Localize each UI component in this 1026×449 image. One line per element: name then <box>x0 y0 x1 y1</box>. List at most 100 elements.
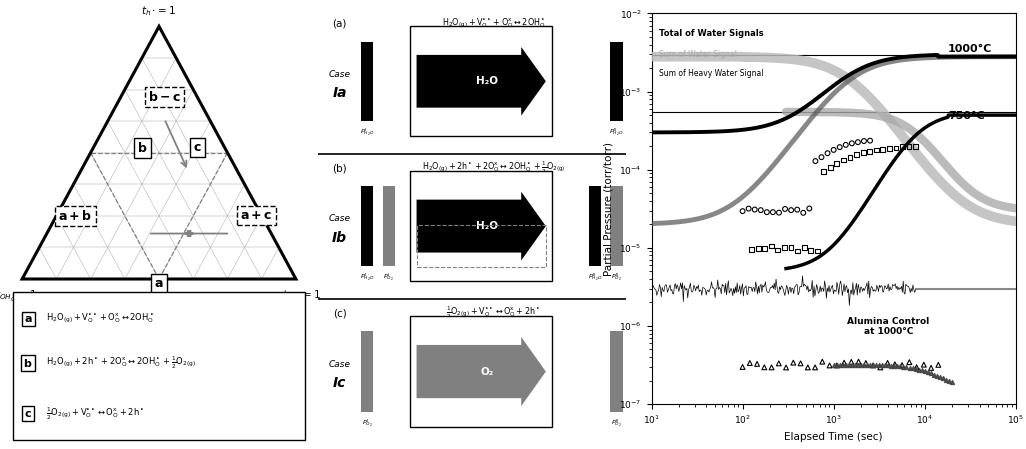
Point <box>771 360 787 367</box>
Text: $h^\bullet$: $h^\bullet$ <box>426 252 435 260</box>
Point <box>886 362 903 370</box>
Point <box>894 361 910 369</box>
FancyArrow shape <box>417 192 546 260</box>
Point <box>741 205 757 212</box>
Point <box>935 375 951 382</box>
Text: $OH_O^\bullet \rightarrow$: $OH_O^\bullet \rightarrow$ <box>423 179 445 189</box>
Point <box>899 364 915 371</box>
Point <box>822 163 838 171</box>
Text: $t_{h^\bullet}=1$: $t_{h^\bullet}=1$ <box>142 4 176 18</box>
Text: Alumina Control
at 1000°C: Alumina Control at 1000°C <box>847 317 930 336</box>
FancyArrow shape <box>417 47 546 115</box>
Point <box>868 146 884 154</box>
Text: Sum of Heavy Water Signal: Sum of Heavy Water Signal <box>659 69 763 78</box>
Point <box>910 366 926 373</box>
Text: $P^{\rm I}_{H_2O}$: $P^{\rm I}_{H_2O}$ <box>360 272 374 283</box>
Point <box>862 137 878 144</box>
Point <box>837 361 854 368</box>
Point <box>850 139 866 146</box>
Point <box>907 143 923 150</box>
Point <box>836 359 853 366</box>
Point <box>901 364 917 371</box>
Point <box>799 364 816 371</box>
Point <box>783 207 799 214</box>
Text: Ic: Ic <box>332 376 347 390</box>
Point <box>820 150 836 157</box>
Bar <box>410 171 552 281</box>
X-axis label: Elapsed Time (sec): Elapsed Time (sec) <box>784 432 883 442</box>
Text: Sum of Water Signal: Sum of Water Signal <box>659 50 737 59</box>
Point <box>785 359 801 366</box>
Point <box>883 362 900 369</box>
Text: 750°C: 750°C <box>948 111 985 122</box>
Text: Total of Water Signals: Total of Water Signals <box>659 29 763 38</box>
Point <box>858 360 874 367</box>
Point <box>822 362 838 369</box>
Text: $O_2$: $O_2$ <box>475 231 487 244</box>
Point <box>874 361 891 369</box>
Text: $\frac{1}{2}\mathrm{O_{2(g)}} + \mathrm{V_O^{\bullet\bullet}} \leftrightarrow \m: $\frac{1}{2}\mathrm{O_{2(g)}} + \mathrm{… <box>46 405 145 422</box>
Point <box>855 149 871 156</box>
Text: $P^{\rm II}_{O_2}$: $P^{\rm II}_{O_2}$ <box>611 272 622 283</box>
Bar <box>361 186 373 266</box>
Point <box>777 205 793 212</box>
Point <box>856 361 872 368</box>
Point <box>758 209 775 216</box>
Point <box>886 361 903 368</box>
Point <box>834 361 851 368</box>
Point <box>872 364 889 371</box>
Point <box>901 359 917 366</box>
Point <box>922 370 939 377</box>
Text: (a): (a) <box>332 18 347 28</box>
Point <box>837 141 854 149</box>
Text: $P^{\rm I}_{O_2}$: $P^{\rm I}_{O_2}$ <box>384 272 394 283</box>
Point <box>792 360 808 367</box>
Point <box>752 207 770 214</box>
Text: $\mathrm{H_2O_{(g)}} + \mathrm{2h^\bullet} + \mathrm{2O_O^x} \leftrightarrow \ma: $\mathrm{H_2O_{(g)}} + \mathrm{2h^\bulle… <box>422 160 565 176</box>
Text: $P^{\rm I}_{O_2}$: $P^{\rm I}_{O_2}$ <box>362 418 372 429</box>
Point <box>771 209 787 216</box>
Bar <box>589 186 601 266</box>
Point <box>929 372 945 379</box>
Point <box>831 144 847 151</box>
Text: Case: Case <box>328 214 351 223</box>
Point <box>801 205 818 212</box>
Text: H₂O: H₂O <box>476 221 499 231</box>
Point <box>843 140 860 147</box>
Point <box>944 379 960 386</box>
Point <box>922 364 939 371</box>
Text: O₂: O₂ <box>481 366 494 377</box>
Text: $t_{OH_O^\bullet}=1$: $t_{OH_O^\bullet}=1$ <box>0 288 37 304</box>
Point <box>810 247 826 255</box>
Point <box>879 359 896 366</box>
Point <box>915 361 932 368</box>
Text: Ib: Ib <box>332 231 347 245</box>
Point <box>862 148 878 155</box>
Text: $\leftarrow V_O^{\bullet\bullet}$: $\leftarrow V_O^{\bullet\bullet}$ <box>423 324 442 334</box>
Point <box>789 247 805 255</box>
Text: $OH_O^\bullet \rightarrow$: $OH_O^\bullet \rightarrow$ <box>423 34 445 44</box>
Point <box>763 364 780 371</box>
Point <box>806 364 823 371</box>
Point <box>756 245 773 252</box>
Text: $t_{V_O^{\bullet\bullet}}=1$: $t_{V_O^{\bullet\bullet}}=1$ <box>282 288 321 304</box>
Text: $\mathbf{c}$: $\mathbf{c}$ <box>193 141 202 154</box>
Point <box>742 359 758 366</box>
Text: $\mathbf{a+b}$: $\mathbf{a+b}$ <box>58 209 92 223</box>
Point <box>871 361 887 369</box>
Point <box>904 365 920 372</box>
Text: $P^{\rm II}_{O_2}$: $P^{\rm II}_{O_2}$ <box>611 418 622 429</box>
Point <box>919 369 936 376</box>
Point <box>896 363 912 370</box>
Text: $\mathbf{b}$: $\mathbf{b}$ <box>24 357 33 369</box>
Text: $\mathbf{a}$: $\mathbf{a}$ <box>154 277 164 290</box>
Point <box>825 361 841 368</box>
Point <box>735 363 751 370</box>
Point <box>868 361 884 369</box>
Point <box>893 363 909 370</box>
Point <box>851 358 867 365</box>
Point <box>750 245 766 252</box>
Point <box>916 368 933 375</box>
Point <box>846 361 863 368</box>
Point <box>829 160 845 167</box>
